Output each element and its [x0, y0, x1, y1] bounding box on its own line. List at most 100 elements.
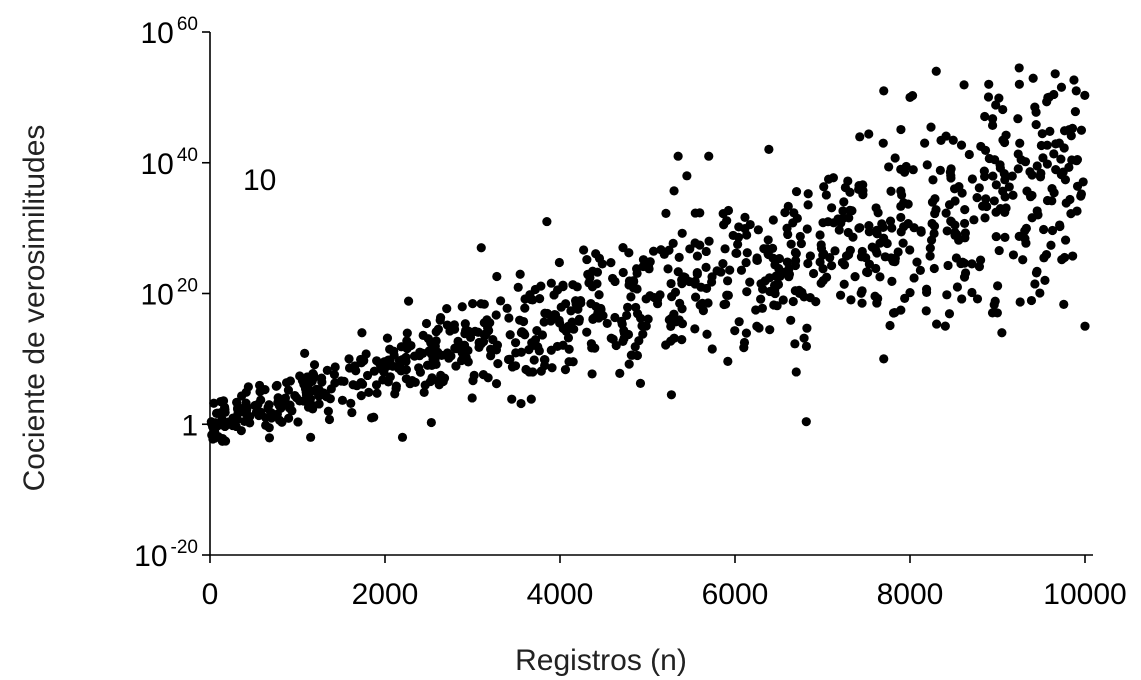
data-point [503, 354, 514, 365]
data-point [572, 282, 582, 292]
data-point [496, 296, 506, 306]
data-point [899, 167, 910, 177]
data-point [896, 212, 906, 223]
data-point [685, 244, 695, 254]
data-point [740, 212, 750, 222]
data-point [594, 290, 604, 300]
data-point [1015, 297, 1025, 307]
data-point [801, 417, 811, 427]
data-point [635, 378, 646, 388]
data-point [582, 254, 592, 265]
data-point [513, 282, 523, 292]
data-point [796, 238, 806, 249]
data-point [1056, 82, 1067, 92]
data-point [846, 295, 856, 305]
data-point [795, 231, 805, 242]
data-point [1059, 299, 1069, 309]
data-point [967, 287, 977, 298]
data-point [818, 276, 828, 286]
data-point [1001, 130, 1011, 140]
data-point [845, 205, 855, 215]
y-tick-label: 10 -20 [134, 537, 198, 573]
data-point [1043, 92, 1053, 103]
data-point [791, 367, 801, 377]
data-point [426, 417, 436, 428]
data-point [1036, 168, 1046, 178]
data-point [900, 293, 910, 303]
data-point [790, 247, 801, 258]
data-point [431, 327, 441, 337]
data-point [935, 165, 945, 175]
data-point [271, 381, 281, 391]
data-point [403, 296, 414, 306]
data-point [281, 378, 292, 388]
data-point [284, 403, 295, 413]
data-point [641, 294, 651, 304]
data-point [871, 263, 881, 274]
data-point [972, 193, 982, 203]
data-point [898, 238, 908, 248]
data-point [476, 243, 486, 253]
data-point [449, 324, 460, 334]
data-point [864, 129, 874, 139]
data-point [623, 302, 633, 312]
data-point [458, 341, 468, 352]
data-point [371, 380, 382, 390]
data-point [967, 174, 977, 184]
data-point [887, 223, 897, 233]
data-point [491, 310, 501, 320]
data-point [991, 100, 1001, 110]
data-point [518, 316, 529, 327]
data-point [823, 174, 834, 184]
data-point [284, 413, 294, 423]
data-point [936, 135, 946, 145]
data-point [856, 288, 866, 298]
data-point [768, 243, 778, 253]
data-point [692, 268, 702, 278]
data-point [760, 276, 770, 286]
data-point [524, 345, 534, 355]
data-point [752, 255, 762, 265]
data-point [483, 326, 494, 336]
data-point [583, 269, 593, 279]
data-point [359, 356, 369, 366]
data-point [402, 328, 412, 338]
data-point [307, 376, 317, 387]
data-point [274, 415, 285, 425]
data-point [827, 203, 837, 213]
data-point [879, 86, 889, 96]
data-point [698, 306, 708, 316]
data-point [587, 343, 597, 353]
x-tick-label: 4000 [527, 578, 594, 611]
data-point [458, 352, 469, 362]
data-point [344, 363, 355, 373]
data-point [843, 176, 853, 186]
data-point [356, 391, 366, 401]
data-point [770, 288, 780, 299]
data-point [885, 216, 896, 226]
data-point [1059, 143, 1069, 153]
data-point [857, 246, 867, 257]
data-point [638, 255, 649, 265]
data-point [666, 278, 676, 289]
data-point [546, 278, 556, 288]
data-point [1000, 232, 1010, 242]
data-point [839, 260, 850, 270]
data-point [948, 135, 958, 145]
data-point [673, 151, 683, 161]
data-point [677, 279, 687, 289]
data-point [1013, 114, 1023, 124]
data-point [987, 120, 998, 130]
data-point [372, 356, 382, 366]
data-point [242, 402, 252, 412]
data-point [1080, 321, 1090, 331]
data-point [378, 375, 388, 385]
data-point [825, 253, 835, 263]
data-point [563, 333, 574, 343]
data-point [208, 429, 218, 439]
data-point [385, 344, 395, 354]
data-point [430, 341, 440, 351]
data-point [815, 230, 825, 240]
data-point [666, 313, 676, 323]
data-point [929, 263, 939, 274]
